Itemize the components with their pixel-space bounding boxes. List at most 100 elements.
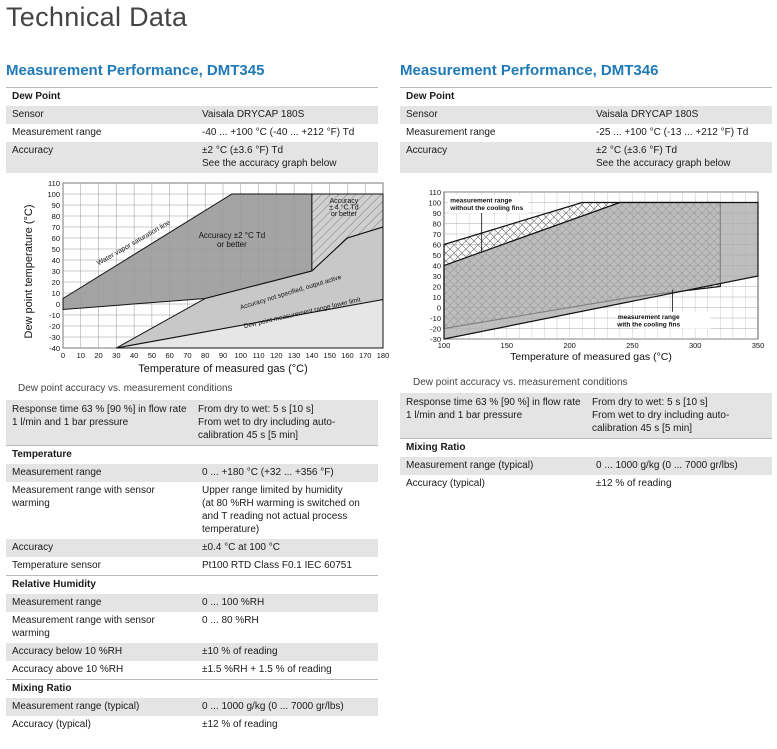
row-value-line: From dry to wet: 5 s [10 s] <box>198 404 314 415</box>
y-tick-label: 90 <box>433 209 441 218</box>
annotation-label: measurement range <box>450 198 512 205</box>
dmt346-response-table: Response time 63 % [90 %] in flow rate 1 … <box>400 393 772 493</box>
row-label: Measurement range <box>12 467 102 478</box>
table-row: Measurement range -40 ... +100 °C (-40 .… <box>6 124 378 142</box>
y-tick-label: 110 <box>429 188 441 197</box>
row-value: From dry to wet: 5 s [10 s] From wet to d… <box>198 403 372 442</box>
row-value: -40 ... +100 °C (-40 ... +212 °F) Td <box>202 127 355 138</box>
x-tick-label: 20 <box>94 351 102 360</box>
section-header: Dew Point <box>406 91 455 102</box>
table-row: Accuracy ±2 °C (±3.6 °F) Td See the accur… <box>400 142 772 173</box>
y-tick-label: 70 <box>433 230 441 239</box>
annotation-label: measurement range <box>618 314 680 321</box>
section-header: Dew Point <box>12 91 61 102</box>
y-tick-label: -30 <box>49 333 60 342</box>
annotation-background <box>638 311 711 329</box>
annotation-label: or better <box>217 240 247 249</box>
measurement-region <box>443 201 759 340</box>
table-row: Measurement range (typical) 0 ... 1000 g… <box>400 457 772 475</box>
y-tick-label: 30 <box>52 267 60 276</box>
dmt345-title: Measurement Performance, DMT345 <box>6 62 265 79</box>
x-tick-label: 70 <box>183 351 191 360</box>
table-row: Accuracy ±0.4 °C at 100 °C <box>6 539 378 557</box>
y-tick-label: -20 <box>49 322 60 331</box>
row-value-line: ±2 °C (±3.6 °F) Td <box>202 145 284 156</box>
annotation-label: Accuracy <box>329 198 358 205</box>
table-row: Measurement range 0 ... +180 °C (+32 ...… <box>6 464 378 482</box>
row-value-line: (at 80 %RH warming is switched on <box>202 498 360 509</box>
y-tick-label: 20 <box>433 283 441 292</box>
row-label: Accuracy above 10 %RH <box>12 664 124 675</box>
row-value-line: ±2 °C (±3.6 °F) Td <box>596 145 678 156</box>
x-tick-label: 80 <box>201 351 209 360</box>
x-tick-label: 130 <box>288 351 301 360</box>
row-label: Accuracy <box>406 145 448 156</box>
dmt345-dewpoint-table: Dew Point Sensor Vaisala DRYCAP 180S Mea… <box>6 87 378 173</box>
x-tick-label: 200 <box>563 341 576 350</box>
row-label-line: 1 l/min and 1 bar pressure <box>12 417 129 428</box>
row-value: Upper range limited by humidity (at 80 %R… <box>202 484 372 536</box>
row-label: Measurement range with sensor warming <box>12 484 202 536</box>
y-tick-label: 10 <box>52 289 60 298</box>
y-tick-label: 30 <box>433 272 441 281</box>
row-value: 0 ... +180 °C (+32 ... +356 °F) <box>202 467 334 478</box>
row-label: Accuracy (typical) <box>406 478 485 489</box>
x-tick-label: 30 <box>112 351 120 360</box>
page-title: Technical Data <box>6 2 188 32</box>
y-tick-label: 80 <box>52 212 60 221</box>
dmt346-accuracy-chart: 100 150 200 250 300 350 110 100 90 80 70 60 50 40 30 20… <box>402 177 774 367</box>
y-tick-label: 60 <box>52 234 60 243</box>
x-tick-label: 90 <box>219 351 227 360</box>
row-value: ±2 °C (±3.6 °F) Td See the accuracy graph… <box>202 144 372 170</box>
table-row: Measurement range -25 ... +100 °C (-13 .… <box>400 124 772 142</box>
table-row: Sensor Vaisala DRYCAP 180S <box>6 106 378 124</box>
table-row: Accuracy (typical) ±12 % of reading <box>6 716 378 734</box>
annotation-label: or better <box>331 211 358 218</box>
y-tick-label: 80 <box>433 220 441 229</box>
x-tick-label: 40 <box>130 351 138 360</box>
table-row: Response time 63 % [90 %] in flow rate 1 … <box>6 400 378 445</box>
row-value: ±2 °C (±3.6 °F) Td See the accuracy graph… <box>596 144 766 170</box>
y-tick-label: 100 <box>47 190 60 199</box>
row-label: Measurement range <box>406 127 496 138</box>
row-label: Measurement range (typical) <box>12 701 140 712</box>
row-label: Temperature sensor <box>12 560 101 571</box>
row-value-line: From wet to dry including auto- <box>198 417 336 428</box>
row-value-line: See the accuracy graph below <box>596 158 731 169</box>
mixing-ratio-header: Mixing Ratio <box>6 679 378 698</box>
accuracy-region <box>116 299 384 349</box>
table-row: Temperature sensor Pt100 RTD Class F0.1 … <box>6 557 378 575</box>
annotation-background <box>447 195 528 214</box>
table-row: Measurement range with sensor warming Upp… <box>6 482 378 539</box>
x-axis-label: Temperature of measured gas (°C) <box>138 363 307 375</box>
x-tick-label: 60 <box>165 351 173 360</box>
annotation-label: without the cooling fins <box>449 205 523 212</box>
row-label-line: 1 l/min and 1 bar pressure <box>406 410 523 421</box>
row-value-line: calibration 45 s [5 min] <box>198 430 299 441</box>
section-header: Relative Humidity <box>12 579 96 590</box>
x-tick-label: 100 <box>235 351 248 360</box>
row-value: ±1.5 %RH + 1.5 % of reading <box>202 664 332 675</box>
section-header: Temperature <box>12 449 72 460</box>
y-tick-label: 10 <box>433 293 441 302</box>
row-value: Vaisala DRYCAP 180S <box>202 109 305 120</box>
row-value: ±12 % of reading <box>202 719 278 730</box>
row-value-line: and T reading not actual process <box>202 511 348 522</box>
temperature-header: Temperature <box>6 445 378 464</box>
y-tick-label: -10 <box>430 314 441 323</box>
y-tick-label: 40 <box>52 256 60 265</box>
y-tick-label: 60 <box>433 241 441 250</box>
x-tick-label: 50 <box>148 351 156 360</box>
row-value-line: See the accuracy graph below <box>202 158 337 169</box>
x-tick-label: 250 <box>626 341 639 350</box>
table-row: Measurement range 0 ... 100 %RH <box>6 594 378 612</box>
row-label: Measurement range <box>12 597 102 608</box>
table-row: Measurement range (typical) 0 ... 1000 g… <box>6 698 378 716</box>
row-value: 0 ... 100 %RH <box>202 597 265 608</box>
row-value: From dry to wet: 5 s [10 s] From wet to d… <box>592 396 766 435</box>
row-label: Accuracy (typical) <box>12 719 91 730</box>
y-tick-label: 110 <box>48 179 60 188</box>
row-label: Accuracy <box>12 542 54 553</box>
row-value: ±10 % of reading <box>202 646 278 657</box>
x-tick-label: 150 <box>501 341 514 350</box>
